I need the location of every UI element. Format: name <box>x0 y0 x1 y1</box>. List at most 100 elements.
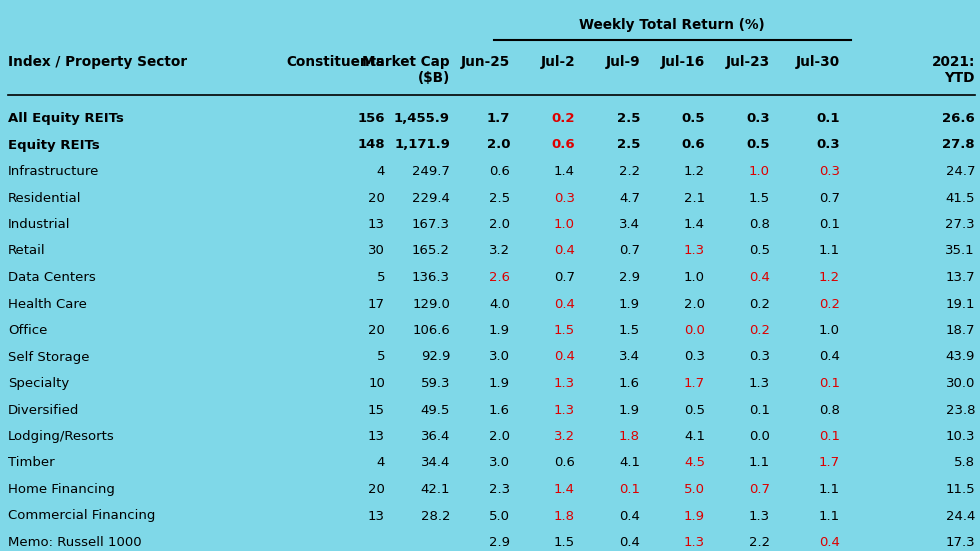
Text: 0.1: 0.1 <box>819 430 840 443</box>
Text: 0.7: 0.7 <box>554 271 575 284</box>
Text: Specialty: Specialty <box>8 377 70 390</box>
Text: 1.3: 1.3 <box>684 245 705 257</box>
Text: Constituents: Constituents <box>287 55 385 69</box>
Text: 43.9: 43.9 <box>946 350 975 364</box>
Text: 156: 156 <box>358 112 385 125</box>
Text: 18.7: 18.7 <box>946 324 975 337</box>
Text: 3.2: 3.2 <box>489 245 510 257</box>
Text: Health Care: Health Care <box>8 298 87 311</box>
Text: Home Financing: Home Financing <box>8 483 115 496</box>
Text: 5: 5 <box>376 271 385 284</box>
Text: 13: 13 <box>368 430 385 443</box>
Text: Diversified: Diversified <box>8 403 79 417</box>
Text: 0.1: 0.1 <box>819 218 840 231</box>
Text: 20: 20 <box>368 483 385 496</box>
Text: 1.0: 1.0 <box>819 324 840 337</box>
Text: Market Cap
($B): Market Cap ($B) <box>363 55 450 85</box>
Text: 0.6: 0.6 <box>554 456 575 469</box>
Text: 0.4: 0.4 <box>619 510 640 522</box>
Text: 1.2: 1.2 <box>684 165 705 178</box>
Text: 2.0: 2.0 <box>684 298 705 311</box>
Text: Office: Office <box>8 324 47 337</box>
Text: 1.0: 1.0 <box>749 165 770 178</box>
Text: 1.6: 1.6 <box>619 377 640 390</box>
Text: 10.3: 10.3 <box>946 430 975 443</box>
Text: 20: 20 <box>368 324 385 337</box>
Text: 3.0: 3.0 <box>489 350 510 364</box>
Text: 35.1: 35.1 <box>946 245 975 257</box>
Text: 0.6: 0.6 <box>489 165 510 178</box>
Text: 0.6: 0.6 <box>681 138 705 152</box>
Text: 2.0: 2.0 <box>489 430 510 443</box>
Text: 5.8: 5.8 <box>954 456 975 469</box>
Text: 229.4: 229.4 <box>413 192 450 204</box>
Text: 1.4: 1.4 <box>554 483 575 496</box>
Text: 1,455.9: 1,455.9 <box>394 112 450 125</box>
Text: 1.4: 1.4 <box>684 218 705 231</box>
Text: 0.3: 0.3 <box>684 350 705 364</box>
Text: 30: 30 <box>368 245 385 257</box>
Text: 0.7: 0.7 <box>749 483 770 496</box>
Text: 13: 13 <box>368 510 385 522</box>
Text: 2.0: 2.0 <box>489 218 510 231</box>
Text: 36.4: 36.4 <box>420 430 450 443</box>
Text: 4.5: 4.5 <box>684 456 705 469</box>
Text: 0.1: 0.1 <box>619 483 640 496</box>
Text: Index / Property Sector: Index / Property Sector <box>8 55 187 69</box>
Text: 10: 10 <box>368 377 385 390</box>
Text: 249.7: 249.7 <box>413 165 450 178</box>
Text: 0.3: 0.3 <box>819 165 840 178</box>
Text: 2.9: 2.9 <box>619 271 640 284</box>
Text: 20: 20 <box>368 192 385 204</box>
Text: 1.1: 1.1 <box>819 510 840 522</box>
Text: 0.8: 0.8 <box>749 218 770 231</box>
Text: 42.1: 42.1 <box>420 483 450 496</box>
Text: 0.0: 0.0 <box>749 430 770 443</box>
Text: 2.9: 2.9 <box>489 536 510 549</box>
Text: 1.3: 1.3 <box>554 377 575 390</box>
Text: 1.0: 1.0 <box>684 271 705 284</box>
Text: 92.9: 92.9 <box>420 350 450 364</box>
Text: Jun-25: Jun-25 <box>461 55 510 69</box>
Text: 0.1: 0.1 <box>749 403 770 417</box>
Text: 1.5: 1.5 <box>554 536 575 549</box>
Text: Data Centers: Data Centers <box>8 271 96 284</box>
Text: Self Storage: Self Storage <box>8 350 89 364</box>
Text: 1.0: 1.0 <box>554 218 575 231</box>
Text: 1.1: 1.1 <box>819 483 840 496</box>
Text: 0.4: 0.4 <box>619 536 640 549</box>
Text: 49.5: 49.5 <box>420 403 450 417</box>
Text: 1.9: 1.9 <box>619 298 640 311</box>
Text: Infrastructure: Infrastructure <box>8 165 99 178</box>
Text: 34.4: 34.4 <box>420 456 450 469</box>
Text: 0.1: 0.1 <box>816 112 840 125</box>
Text: 1.8: 1.8 <box>554 510 575 522</box>
Text: 1.3: 1.3 <box>554 403 575 417</box>
Text: 2.5: 2.5 <box>616 112 640 125</box>
Text: Industrial: Industrial <box>8 218 71 231</box>
Text: 1.9: 1.9 <box>489 324 510 337</box>
Text: 0.5: 0.5 <box>749 245 770 257</box>
Text: 167.3: 167.3 <box>412 218 450 231</box>
Text: 30.0: 30.0 <box>946 377 975 390</box>
Text: 0.4: 0.4 <box>749 271 770 284</box>
Text: 0.5: 0.5 <box>747 138 770 152</box>
Text: 0.3: 0.3 <box>816 138 840 152</box>
Text: 4.1: 4.1 <box>684 430 705 443</box>
Text: 0.2: 0.2 <box>819 298 840 311</box>
Text: All Equity REITs: All Equity REITs <box>8 112 123 125</box>
Text: 106.6: 106.6 <box>413 324 450 337</box>
Text: Equity REITs: Equity REITs <box>8 138 100 152</box>
Text: 1.7: 1.7 <box>684 377 705 390</box>
Text: 3.2: 3.2 <box>554 430 575 443</box>
Text: 59.3: 59.3 <box>420 377 450 390</box>
Text: 0.0: 0.0 <box>684 324 705 337</box>
Text: 4.1: 4.1 <box>619 456 640 469</box>
Text: 3.0: 3.0 <box>489 456 510 469</box>
Text: 1,171.9: 1,171.9 <box>394 138 450 152</box>
Text: 2.6: 2.6 <box>489 271 510 284</box>
Text: 1.2: 1.2 <box>819 271 840 284</box>
Text: 2.1: 2.1 <box>684 192 705 204</box>
Text: 11.5: 11.5 <box>946 483 975 496</box>
Text: 136.3: 136.3 <box>412 271 450 284</box>
